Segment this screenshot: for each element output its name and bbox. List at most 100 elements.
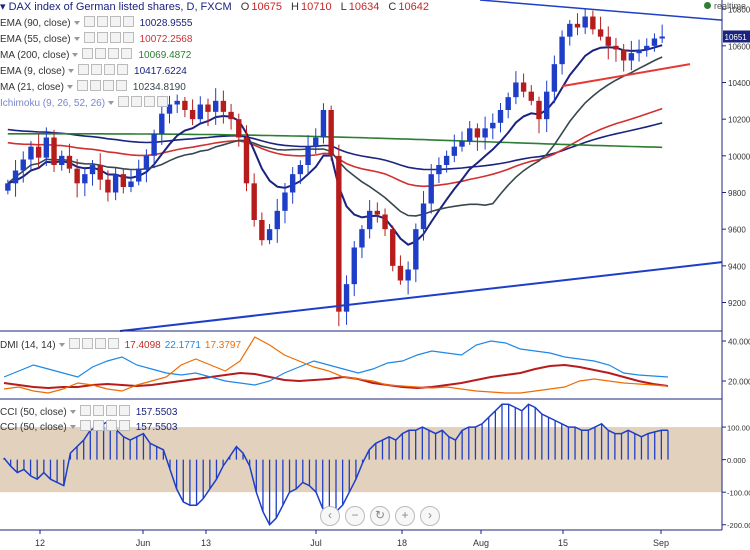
candle-body [582, 16, 588, 28]
settings-icon[interactable] [92, 420, 104, 431]
trendline-resistance [479, 0, 723, 21]
ohlc-close-value: 10642 [398, 1, 429, 13]
legend-ema90[interactable]: EMA (90, close) 10028.9555 [0, 16, 192, 30]
eye-icon[interactable] [68, 338, 80, 349]
settings-icon[interactable] [91, 64, 103, 75]
reset-button[interactable]: ↻ [370, 506, 390, 526]
legend-value-plus-di: 22.1771 [164, 340, 201, 351]
candle-body [405, 269, 411, 281]
dmi-series-3 [3, 336, 669, 394]
dmi-series-1 [3, 363, 669, 390]
chevron-down-icon[interactable] [66, 85, 73, 89]
legend-value-adx: 17.4098 [124, 340, 161, 351]
candle-body [274, 210, 280, 230]
add-icon[interactable] [105, 405, 117, 416]
time-tick-label: 15 [558, 538, 568, 548]
candle-body [459, 141, 465, 147]
add-icon[interactable] [109, 16, 121, 27]
price-tick-label: 10400 [728, 79, 750, 88]
legend-value: 157.5503 [135, 422, 178, 433]
add-icon[interactable] [102, 80, 114, 91]
zoom-out-button[interactable]: − [345, 506, 365, 526]
settings-icon[interactable] [92, 405, 104, 416]
legend-ichimoku[interactable]: Ichimoku (9, 26, 52, 26) [0, 96, 170, 110]
candle-body [89, 165, 96, 175]
add-icon[interactable] [104, 64, 116, 75]
ma-line-3 [7, 133, 663, 149]
chevron-down-icon[interactable] [72, 53, 79, 57]
settings-icon[interactable] [96, 16, 108, 27]
candle-body [567, 23, 573, 37]
eye-icon[interactable] [82, 48, 94, 59]
eye-icon[interactable] [118, 96, 130, 107]
candle-body [259, 220, 265, 241]
eye-icon[interactable] [79, 420, 91, 431]
add-icon[interactable] [108, 48, 120, 59]
cci-tick-label: 0.000 [727, 456, 746, 465]
add-icon[interactable] [105, 420, 117, 431]
legend-ema55[interactable]: EMA (55, close) 10072.2568 [0, 32, 192, 46]
legend-dmi[interactable]: DMI (14, 14) 17.4098 22.1771 17.3797 [0, 338, 241, 352]
chevron-down-icon[interactable] [73, 37, 80, 41]
last-price-tag [723, 30, 750, 43]
close-icon[interactable] [117, 64, 129, 75]
legend-ema9[interactable]: EMA (9, close) 10417.6224 [0, 64, 187, 78]
candle-body [212, 100, 219, 112]
legend-cci-1[interactable]: CCI (50, close) 157.5503 [0, 405, 177, 419]
close-icon[interactable] [122, 16, 134, 27]
settings-icon[interactable] [89, 80, 101, 91]
legend-name: EMA (9, close) [0, 66, 66, 77]
scroll-right-button[interactable]: › [420, 506, 440, 526]
scroll-left-button[interactable]: ‹ [320, 506, 340, 526]
eye-icon[interactable] [76, 80, 88, 91]
chevron-down-icon[interactable] [69, 410, 76, 414]
ohlc-open-value: 10675 [251, 1, 282, 13]
eye-icon[interactable] [79, 405, 91, 416]
candle-body [551, 64, 558, 92]
settings-icon[interactable] [96, 32, 108, 43]
candle-body [112, 174, 119, 193]
settings-icon[interactable] [81, 338, 93, 349]
eye-icon[interactable] [83, 16, 95, 27]
candle-body [513, 82, 519, 98]
candle-body [151, 133, 157, 156]
candle-body [243, 137, 250, 184]
time-tick-label: Aug [473, 538, 489, 548]
close-icon[interactable] [118, 405, 130, 416]
chevron-down-icon[interactable] [69, 425, 76, 429]
settings-icon[interactable] [95, 48, 107, 59]
candle-body [297, 165, 304, 175]
close-icon[interactable] [118, 420, 130, 431]
close-icon[interactable] [107, 338, 119, 349]
legend-ma200[interactable]: MA (200, close) 10069.4872 [0, 48, 191, 62]
candle-body [43, 137, 50, 158]
legend-name: MA (21, close) [0, 82, 64, 93]
add-icon[interactable] [144, 96, 156, 107]
chevron-down-icon[interactable] [58, 343, 65, 347]
candle-body [628, 53, 635, 61]
chevron-down-icon[interactable] [73, 21, 80, 25]
candle-body [644, 45, 650, 50]
close-icon[interactable] [157, 96, 169, 107]
close-icon[interactable] [121, 48, 133, 59]
chevron-down-icon[interactable]: ▾ [0, 1, 6, 13]
price-tick-label: 9600 [728, 226, 746, 235]
close-icon[interactable] [115, 80, 127, 91]
legend-value: 10234.8190 [132, 82, 186, 93]
chevron-down-icon[interactable] [68, 69, 75, 73]
legend-ma21[interactable]: MA (21, close) 10234.8190 [0, 80, 186, 94]
add-icon[interactable] [109, 32, 121, 43]
ohlc-open-label: O [240, 1, 250, 13]
eye-icon[interactable] [78, 64, 90, 75]
chevron-down-icon[interactable] [108, 101, 115, 105]
cci-tick-label: 100.000 [727, 424, 750, 433]
eye-icon[interactable] [83, 32, 95, 43]
close-icon[interactable] [122, 32, 134, 43]
trendline-support [119, 261, 723, 332]
add-icon[interactable] [94, 338, 106, 349]
legend-cci-2[interactable]: CCI (50, close) 157.5503 [0, 420, 177, 434]
zoom-in-button[interactable]: + [395, 506, 415, 526]
candle-body [51, 137, 57, 165]
settings-icon[interactable] [131, 96, 143, 107]
candle-body [220, 100, 227, 112]
